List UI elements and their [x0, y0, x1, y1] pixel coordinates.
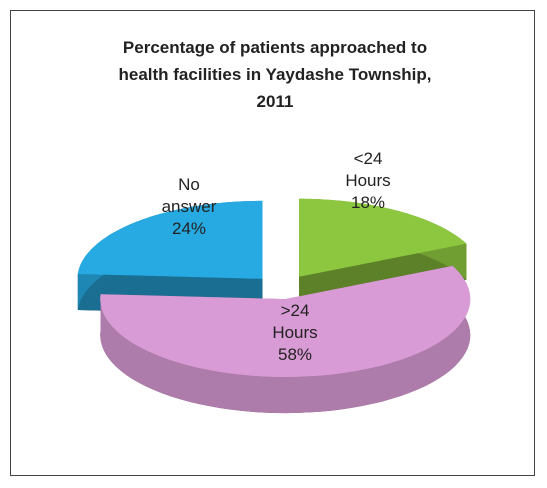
category-label: No answer: [161, 175, 217, 216]
chart-frame: [10, 10, 535, 476]
category-label: <24 Hours: [345, 149, 391, 190]
slice: [299, 198, 467, 277]
slice: [77, 200, 263, 279]
data-label: <24 Hours 18%: [331, 148, 405, 214]
value-label: 24%: [171, 219, 207, 238]
chart-title: Percentage of patients approached to hea…: [118, 38, 432, 111]
data-label: >24 Hours 58%: [258, 300, 332, 366]
value-label: 58%: [277, 345, 313, 364]
value-label: 18%: [350, 193, 386, 212]
slice-wall: [100, 265, 471, 414]
data-label: No answer 24%: [152, 174, 226, 240]
category-label: >24 Hours: [272, 301, 318, 342]
slice: [100, 265, 471, 378]
